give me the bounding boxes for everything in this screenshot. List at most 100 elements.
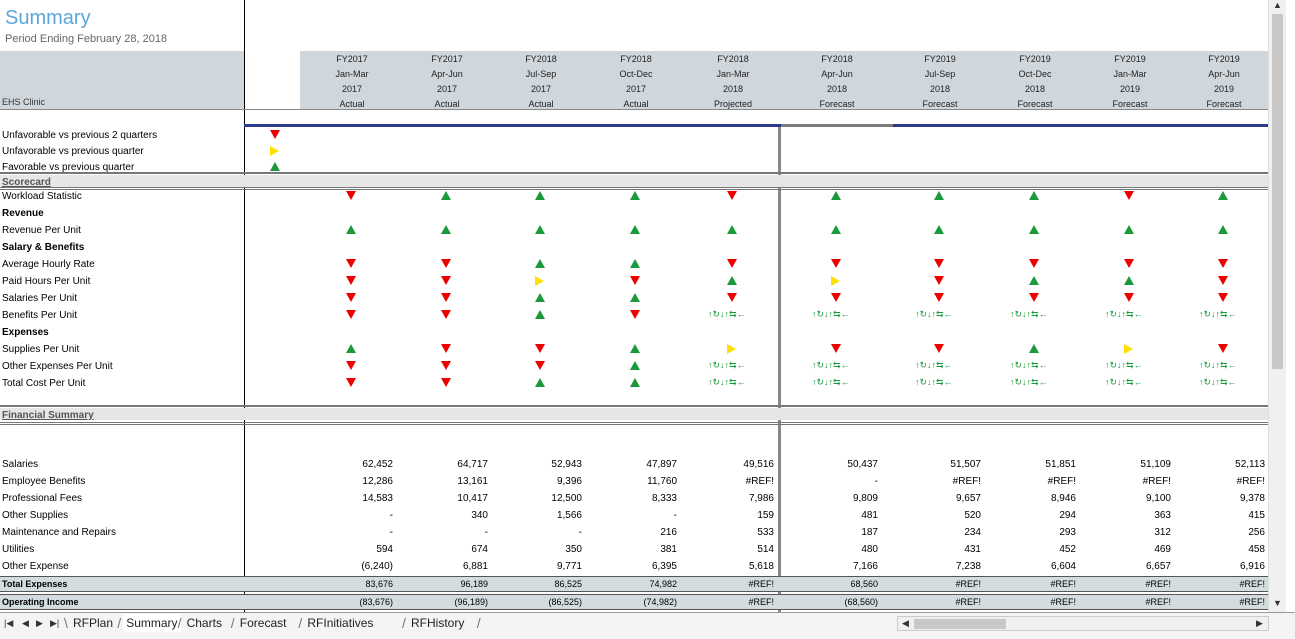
favorable-triangle-icon [934,225,944,234]
column-header-year: 2018 [929,84,951,94]
financial-value: - [484,527,488,538]
column-header: FY2017 Jan-Mar 2017 Actual [305,52,399,112]
unfavorable-triangle-icon [1124,293,1134,302]
financial-value: 10,417 [457,493,488,504]
totals-value: (68,560) [844,597,878,607]
unfavorable-triangle-icon [1218,293,1228,302]
scroll-up-icon[interactable]: ▲ [1273,0,1282,10]
unfavorable-triangle-icon [441,378,451,387]
unfavorable-triangle-icon [727,191,737,200]
ref-error-glyph: ↑↻↓↑⇆← [915,360,953,370]
financial-value: 9,809 [852,493,878,504]
favorable-triangle-icon [535,191,545,200]
financial-value: 1,566 [556,510,582,521]
financial-row-label: Employee Benefits [2,476,86,487]
unfavorable-triangle-icon [1218,344,1228,353]
financial-value: #REF! [1047,476,1076,487]
favorable-triangle-icon [630,259,640,268]
financial-value: 51,507 [950,459,981,470]
ref-error-glyph: ↑↻↓↑⇆← [812,309,850,319]
unfavorable-triangle-icon [1124,191,1134,200]
column-header-period: Jan-Mar [716,69,750,79]
favorable-triangle-icon [270,162,280,171]
column-header-status: Actual [528,99,554,109]
totals-value: #REF! [1145,579,1171,589]
ref-error-glyph: ↑↻↓↑⇆← [915,309,953,319]
scroll-left-icon[interactable]: ◀ [902,618,909,628]
favorable-triangle-icon [441,191,451,200]
totals-value: #REF! [1145,597,1171,607]
column-header-fy: FY2018 [717,54,749,64]
financial-value: 9,378 [1239,493,1265,504]
totals-value: #REF! [1050,597,1076,607]
scorecard-row-label: Benefits Per Unit [2,310,78,321]
favorable-triangle-icon [535,378,545,387]
column-header-year: 2017 [625,84,647,94]
vertical-scrollbar[interactable]: ▲ ▼ [1268,0,1286,612]
ref-error-glyph: ↑↻↓↑⇆← [812,377,850,387]
unfavorable-triangle-icon [831,344,841,353]
favorable-triangle-icon [1218,225,1228,234]
column-header-fy: FY2019 [1114,54,1146,64]
unfavorable-triangle-icon [346,293,356,302]
worksheet-grid[interactable]: Summary Period Ending February 28, 2018 … [0,0,1268,612]
scroll-right-icon[interactable]: ▶ [1256,618,1263,628]
totals-value: 68,560 [850,579,878,589]
scorecard-row-label: Expenses [2,327,49,338]
vertical-scroll-thumb[interactable] [1272,14,1283,369]
unfavorable-triangle-icon [441,361,451,370]
financial-value: 381 [660,544,677,555]
favorable-triangle-icon [1029,344,1039,353]
favorable-triangle-icon [1124,225,1134,234]
column-header-fy: FY2018 [620,54,652,64]
totals-value: #REF! [1050,579,1076,589]
favorable-triangle-icon [934,191,944,200]
scorecard-row-label: Supplies Per Unit [2,344,80,355]
tab-rfhistory[interactable]: RFHistory [411,616,465,630]
ref-error-glyph: ↑↻↓↑⇆← [1010,309,1048,319]
scroll-down-icon[interactable]: ▼ [1273,598,1282,608]
unfavorable-triangle-icon [441,310,451,319]
tab-charts[interactable]: Charts [186,616,222,630]
first-sheet-icon[interactable]: |◀ [4,618,14,628]
column-header-status: Forecast [1017,99,1053,109]
horizontal-scrollbar[interactable]: ◀ ▶ [897,616,1269,631]
totals-value: (86,525) [548,597,582,607]
column-header-year: 2018 [1024,84,1046,94]
column-header-year: 2019 [1119,84,1141,94]
unfavorable-triangle-icon [727,293,737,302]
tab-rfplan[interactable]: RFPlan [73,616,114,630]
tab-forecast[interactable]: Forecast [239,616,287,630]
tab-rfinitiatives[interactable]: RFInitiatives [307,616,374,630]
financial-value: 12,500 [551,493,582,504]
financial-value: 47,897 [646,459,677,470]
favorable-triangle-icon [535,310,545,319]
ref-error-glyph: ↑↻↓↑⇆← [812,360,850,370]
scorecard-band [0,175,1268,187]
financial-value: 8,333 [651,493,677,504]
ref-error-glyph: ↑↻↓↑⇆← [708,309,746,319]
column-header-status: Forecast [1112,99,1148,109]
scorecard-row-label: Other Expenses Per Unit [2,361,113,372]
favorable-triangle-icon [346,344,356,353]
tab-summary[interactable]: Summary [123,614,181,632]
favorable-triangle-icon [1124,276,1134,285]
financial-value: 293 [1059,527,1076,538]
favorable-triangle-icon [630,293,640,302]
clinic-label: EHS Clinic [2,97,46,107]
unfavorable-triangle-icon [441,293,451,302]
horizontal-scroll-thumb[interactable] [914,619,1006,629]
scorecard-row-label: Salaries Per Unit [2,293,78,304]
favorable-triangle-icon [535,293,545,302]
financial-value: - [673,510,677,521]
next-sheet-icon[interactable]: ▶ [36,618,43,628]
totals-value: 96,189 [460,579,488,589]
last-sheet-icon[interactable]: ▶| [50,618,60,628]
ref-error-glyph: ↑↻↓↑⇆← [1010,377,1048,387]
unfavorable-triangle-icon [934,344,944,353]
financial-value: - [874,476,878,487]
prev-sheet-icon[interactable]: ◀ [22,618,29,628]
financial-value: #REF! [1142,476,1171,487]
favorable-triangle-icon [630,344,640,353]
